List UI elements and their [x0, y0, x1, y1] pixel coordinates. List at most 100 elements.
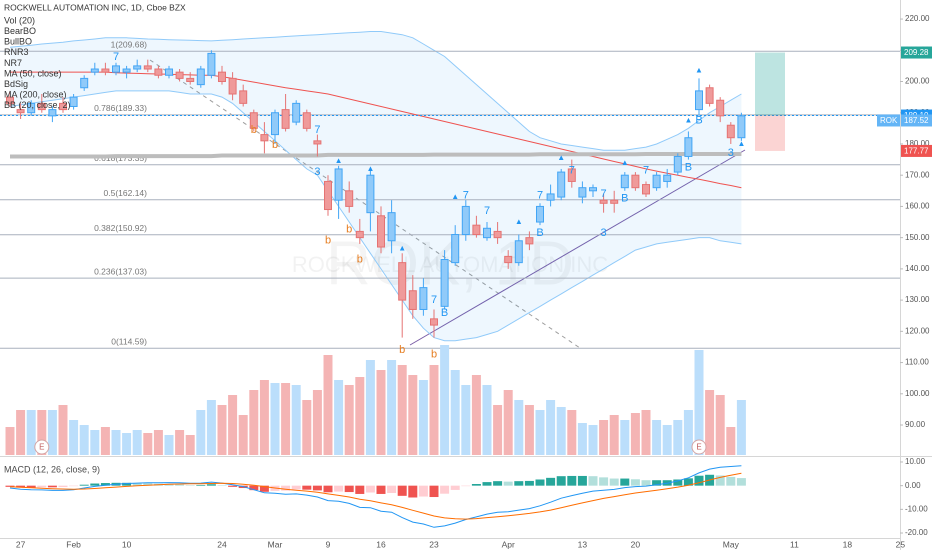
macd-histogram-bar [736, 478, 746, 486]
volume-bar [620, 420, 630, 455]
y-tick-label: 200.00 [905, 77, 930, 86]
volume-bar [471, 375, 481, 455]
volume-bar [567, 410, 577, 455]
macd-histogram-bar [355, 485, 365, 494]
price-tag [901, 114, 932, 127]
candle-body [387, 212, 396, 242]
candle-body [133, 65, 142, 70]
candle-body [165, 68, 173, 76]
macd-histogram-bar [609, 478, 619, 486]
candle-body [472, 224, 481, 236]
signal-label: B [441, 307, 448, 319]
volume-bar [228, 395, 238, 455]
signal-label: ▲ [451, 192, 459, 201]
macd-histogram-bar [546, 477, 556, 486]
macd-histogram-bar [79, 484, 89, 486]
moving-average [10, 152, 742, 159]
candle-body [281, 109, 290, 129]
candle-body [546, 193, 555, 201]
volume-bar [344, 385, 354, 455]
volume-bar [397, 365, 407, 455]
volume-bar [630, 413, 640, 455]
volume-bar [37, 410, 47, 455]
macd-histogram-bar [471, 484, 481, 486]
fib-label: 1(209.68) [111, 40, 148, 50]
price-tag-label: 187.52 [904, 116, 929, 125]
volume-bar [323, 355, 333, 455]
signal-label: 3 [314, 166, 320, 178]
macd-histogram-bar [630, 479, 640, 486]
x-tick-label: 25 [896, 539, 906, 549]
signal-label: ▲ [684, 116, 692, 125]
volume-bar [556, 407, 566, 455]
volume-bar [683, 410, 693, 455]
x-tick-label: 16 [376, 539, 386, 549]
x-tick-label: 10 [122, 539, 132, 549]
volume-bar [122, 433, 132, 455]
volume-bar [153, 430, 163, 455]
y-tick-label: 170.00 [905, 170, 930, 179]
candle-body [112, 65, 120, 73]
signal-label: B [621, 193, 628, 205]
signal-label: b [431, 349, 437, 361]
candle-body [716, 99, 725, 117]
volume-bar [503, 390, 513, 455]
macd-histogram-bar [312, 485, 322, 491]
candle-body [652, 174, 661, 189]
signal-line [9, 472, 742, 520]
macd-histogram-bar [58, 485, 68, 488]
candle-body [610, 199, 619, 204]
candle-body [175, 71, 184, 79]
volume-bar [90, 430, 100, 455]
candle-body [461, 205, 470, 236]
signal-label: ▲ [621, 158, 629, 167]
volume-bar [132, 430, 142, 455]
volume-bar [111, 430, 121, 455]
earnings-label: E [696, 443, 701, 452]
legend-entry: BullBO [4, 37, 32, 47]
volume-bar [47, 410, 57, 455]
legend-entry: BearBO [4, 26, 36, 36]
price-tag-label: 209.28 [904, 48, 929, 57]
macd-histogram-bar [524, 480, 534, 486]
macd-histogram-bar [132, 483, 142, 486]
macd-histogram-bar [482, 482, 492, 486]
macd-histogram-bar [652, 480, 662, 486]
volume-bar [16, 410, 26, 455]
x-tick-label: Feb [66, 539, 81, 549]
volume-bar [524, 405, 534, 455]
signal-label: b [357, 253, 363, 265]
candle-body [59, 102, 67, 111]
fib-label: 0.382(150.92) [94, 223, 147, 233]
candle-body [440, 259, 449, 307]
volume-bar [365, 360, 375, 455]
candle-body [514, 240, 523, 264]
macd-y-tick-label: 10.00 [905, 457, 926, 466]
candle-body [16, 109, 25, 114]
macd-histogram-bar [588, 476, 598, 486]
macd-histogram-bar [387, 485, 397, 493]
candle-body [398, 262, 407, 301]
volume-bar [312, 390, 322, 455]
candle-body [122, 68, 131, 73]
macd-histogram-bar [175, 484, 185, 486]
candle-body [737, 115, 746, 139]
macd-histogram-bar [365, 485, 375, 493]
candle-body [90, 68, 99, 73]
target-zone [755, 52, 785, 116]
macd-histogram-bar [450, 485, 460, 490]
volume-bar [217, 405, 227, 455]
signal-label: ▲ [557, 153, 565, 162]
volume-bar [259, 380, 269, 455]
moving-average [10, 71, 742, 189]
macd-histogram-bar [376, 485, 386, 494]
macd-histogram-bar [100, 483, 110, 486]
volume-bar [355, 377, 365, 455]
macd-y-tick-label: -10.00 [905, 504, 928, 513]
macd-histogram-bar [503, 481, 513, 486]
candle-body [377, 215, 385, 248]
volume-bar [546, 400, 556, 455]
macd-histogram-bar [408, 485, 418, 498]
candle-body [37, 102, 46, 111]
